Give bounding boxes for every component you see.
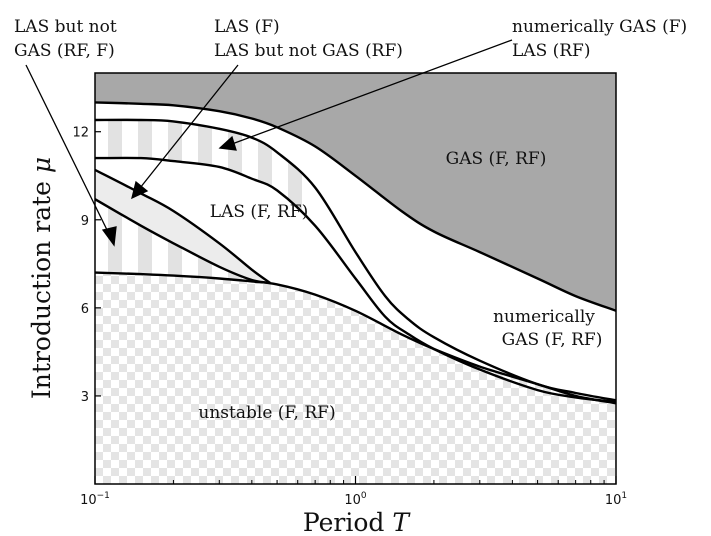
- region-label-numerically-gas-2: GAS (F, RF): [502, 330, 603, 350]
- annotation-las-f-line2: LAS but not GAS (RF): [214, 41, 403, 61]
- x-axis-label-text: Period: [303, 508, 392, 536]
- region-label-gas: GAS (F, RF): [446, 149, 547, 169]
- annotation-arrowhead-3: [218, 135, 237, 151]
- annotation-arrow-3: [231, 39, 513, 145]
- region-unstable-fill: [95, 272, 616, 484]
- annotation-numerically-gas-line2: LAS (RF): [512, 41, 590, 61]
- boundary-curve-las-f: [95, 156, 616, 403]
- annotation-arrowhead-1: [101, 226, 117, 247]
- region-label-numerically-gas-1: numerically: [493, 307, 595, 327]
- x-axis-label: Period T: [303, 508, 411, 536]
- x-tick-label: 101: [605, 491, 627, 508]
- boundary-curve-unstable: [95, 271, 616, 405]
- y-tick-label: 12: [72, 126, 89, 141]
- y-axis-label: Introduction rate μ: [27, 157, 56, 399]
- annotation-las-f-line1: LAS (F): [214, 17, 280, 37]
- y-tick-label: 9: [81, 214, 89, 229]
- region-las-f-band-fill: [95, 169, 271, 283]
- y-tick-label: 6: [81, 302, 89, 317]
- y-axis-label-var: μ: [27, 157, 56, 173]
- region-numerically-gas-f-fill: [95, 119, 316, 226]
- region-label-las: LAS (F, RF): [210, 202, 308, 222]
- region-gas-fill: [95, 73, 616, 311]
- y-tick-label: 3: [81, 390, 89, 405]
- annotation-arrow-2: [139, 64, 239, 189]
- x-tick-label: 10−1: [80, 491, 110, 508]
- region-label-unstable: unstable (F, RF): [198, 403, 335, 423]
- annotation-las-not-gas-line2: GAS (RF, F): [14, 41, 115, 61]
- y-axis-label-text: Introduction rate: [27, 173, 56, 399]
- annotation-numerically-gas-line1: numerically GAS (F): [512, 17, 687, 37]
- annotation-las-not-gas-line1: LAS but not: [14, 17, 117, 37]
- annotation-arrowhead-2: [131, 180, 149, 200]
- boundary-curve-gas-rf: [95, 101, 616, 312]
- region-las-not-gas-stripes-fill: [95, 199, 271, 283]
- annotation-arrow-1: [25, 64, 111, 237]
- x-axis-label-var: T: [392, 508, 411, 536]
- x-tick-label: 100: [344, 491, 367, 508]
